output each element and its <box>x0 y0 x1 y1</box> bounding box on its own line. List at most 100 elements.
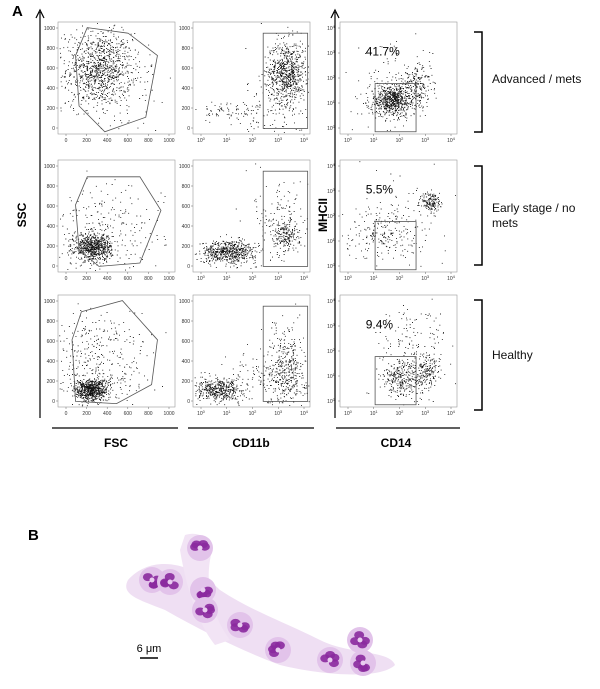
tick-exponent: 0 <box>203 274 206 279</box>
tick-exponent: 0 <box>350 136 353 141</box>
x-tick-label: 100 <box>197 409 206 417</box>
row-label: Early stage / no mets <box>492 201 576 230</box>
gate <box>374 221 417 271</box>
tick-exponent: 3 <box>333 49 336 54</box>
row-label: Healthy <box>492 348 533 362</box>
y-tick-label: 800 <box>47 46 56 52</box>
x-tick-label: 102 <box>249 274 258 282</box>
nucleus-lobe <box>149 580 160 589</box>
tick-exponent: 4 <box>333 162 336 167</box>
y-tick-label: 1000 <box>44 164 55 170</box>
tick-exponent: 1 <box>333 237 336 242</box>
tick-exponent: 1 <box>375 274 378 279</box>
y-tick-label: 200 <box>182 244 191 250</box>
tick-exponent: 1 <box>375 409 378 414</box>
y-tick-label: 1000 <box>44 299 55 305</box>
x-tick-label: 104 <box>447 274 456 282</box>
x-tick-label: 0 <box>65 411 68 417</box>
y-tick-label: 104 <box>327 24 336 32</box>
x-tick-label: 103 <box>421 409 430 417</box>
x-tick-label: 103 <box>421 274 430 282</box>
tick-exponent: 3 <box>427 136 430 141</box>
axes <box>35 8 460 429</box>
events <box>194 303 310 407</box>
y-tick-label: 200 <box>47 244 56 250</box>
tick-exponent: 4 <box>453 409 456 414</box>
events <box>345 33 437 131</box>
plot-frame <box>192 159 311 273</box>
x-tick-label: 600 <box>124 138 133 144</box>
events <box>366 298 456 406</box>
plot-frame <box>57 159 176 273</box>
x-axis-label: CD11b <box>232 436 269 450</box>
x-tick-label: 1000 <box>163 411 174 417</box>
gate <box>75 176 162 267</box>
y-tick-label: 104 <box>327 162 336 170</box>
x-tick-label: 600 <box>124 276 133 282</box>
tick-exponent: 1 <box>228 136 231 141</box>
x-tick-label: 102 <box>249 136 258 144</box>
tick-exponent: 2 <box>254 136 257 141</box>
gate <box>75 27 158 133</box>
x-tick-label: 103 <box>274 409 283 417</box>
tick-exponent: 4 <box>453 274 456 279</box>
tick-exponent: 3 <box>280 274 283 279</box>
scatter-plot: 0 200 400 600 800 1000 0 200 400 600 800 1000 <box>44 21 176 144</box>
y-tick-label: 400 <box>47 86 56 92</box>
tick-exponent: 4 <box>453 136 456 141</box>
y-tick-label: 1000 <box>44 26 55 32</box>
x-tick-label: 100 <box>344 274 353 282</box>
y-tick-label: 800 <box>47 184 56 190</box>
x-tick-label: 200 <box>82 138 91 144</box>
y-tick-label: 600 <box>182 204 191 210</box>
y-tick-label: 600 <box>182 66 191 72</box>
gate <box>262 32 309 129</box>
events <box>59 303 167 407</box>
y-tick-label: 1000 <box>179 26 190 32</box>
x-tick-label: 600 <box>124 411 133 417</box>
gate <box>71 300 158 405</box>
tick-exponent: 3 <box>333 322 336 327</box>
y-tick-label: 102 <box>327 347 336 355</box>
gate-percent: 41.7% <box>366 45 400 59</box>
gate-percent: 9.4% <box>366 318 394 332</box>
tick-exponent: 0 <box>333 397 336 402</box>
y-tick-label: 800 <box>47 319 56 325</box>
nucleus-center <box>360 660 366 666</box>
x-tick-label: 101 <box>370 136 379 144</box>
panel-label: B <box>28 527 39 544</box>
plot-frame <box>57 294 176 408</box>
brackets <box>474 31 483 411</box>
nucleus-lobe <box>359 636 370 645</box>
y-tick-label: 600 <box>47 204 56 210</box>
nucleus-center <box>149 577 155 583</box>
nucleus-center <box>202 607 208 613</box>
events <box>194 163 309 269</box>
x-tick-label: 100 <box>197 136 206 144</box>
x-tick-label: 104 <box>447 136 456 144</box>
tick-exponent: 1 <box>333 99 336 104</box>
row-label: Advanced / mets <box>492 72 582 86</box>
tick-exponent: 2 <box>254 274 257 279</box>
plot-frame <box>339 294 458 408</box>
y-tick-label: 800 <box>182 46 191 52</box>
y-tick-label: 104 <box>327 297 336 305</box>
x-tick-label: 104 <box>300 409 309 417</box>
plot-frame <box>339 159 458 273</box>
y-tick-label: 100 <box>327 124 336 132</box>
x-tick-label: 400 <box>103 411 112 417</box>
nucleus-center <box>275 647 281 653</box>
tick-exponent: 3 <box>427 409 430 414</box>
nucleus-center <box>197 545 203 551</box>
y-tick-label: 400 <box>182 86 191 92</box>
x-tick-label: 104 <box>300 274 309 282</box>
x-tick-label: 104 <box>300 136 309 144</box>
events <box>342 161 456 267</box>
x-tick-label: 200 <box>82 411 91 417</box>
x-tick-label: 0 <box>65 138 68 144</box>
scatter-plot: 0 200 400 600 800 1000 0 200 400 600 800 1000 <box>44 159 176 282</box>
y-tick-label: 1000 <box>179 299 190 305</box>
